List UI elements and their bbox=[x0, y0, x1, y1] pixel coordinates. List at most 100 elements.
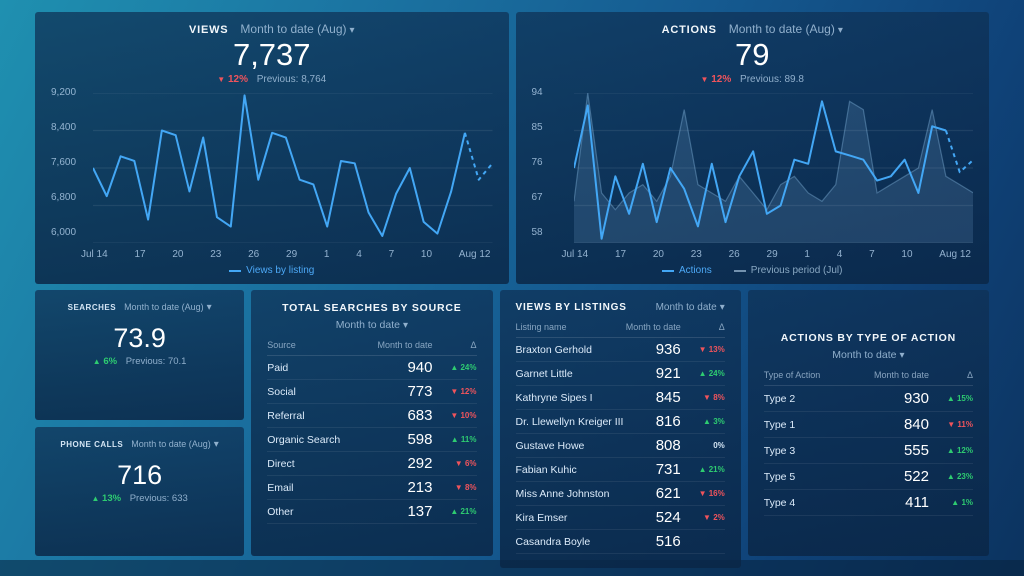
actions-by-type-table: Type 2 930 ▲ 15% Type 1 840 ▼ 11% Type 3 555 ▲ 1… bbox=[763, 386, 973, 516]
row-label: Direct bbox=[267, 457, 295, 470]
row-label: Kathryne Sipes I bbox=[515, 391, 593, 404]
phone-calls-period-dropdown[interactable]: Month to date (Aug) ▾ bbox=[131, 438, 219, 450]
table-row[interactable]: Kira Emser 524 ▼ 2% bbox=[515, 506, 725, 530]
views-delta-row: ▼ 12% Previous: 8,764 bbox=[51, 74, 493, 85]
y-axis-label: 67 bbox=[531, 192, 543, 203]
row-label: Social bbox=[267, 385, 296, 398]
row-label: Paid bbox=[267, 361, 289, 374]
row-value: 930 bbox=[903, 390, 929, 407]
searches-by-source-period-dropdown[interactable]: Month to date ▾ bbox=[335, 319, 408, 331]
legend-item-views-by-listing[interactable]: Views by listing bbox=[229, 265, 314, 276]
table-row[interactable]: Social 773 ▼ 12% bbox=[267, 380, 477, 404]
column-header-month-to-date: Month to date bbox=[625, 322, 681, 332]
views-card: VIEWS Month to date (Aug) ▾ 7,737 ▼ 12% P… bbox=[35, 12, 509, 284]
x-axis-label: 4 bbox=[836, 249, 843, 260]
table-row[interactable]: Organic Search 598 ▲ 11% bbox=[267, 428, 477, 452]
table-row[interactable]: Direct 292 ▼ 6% bbox=[267, 452, 477, 476]
phone-calls-value: 716 bbox=[117, 459, 163, 490]
metric-column: SEARCHES Month to date (Aug) ▾ 73.9 ▲ 6% … bbox=[35, 290, 245, 556]
actions-card: ACTIONS Month to date (Aug) ▾ 79 ▼ 12% Pr… bbox=[515, 12, 989, 284]
bottom-strip bbox=[0, 560, 1024, 576]
table-row[interactable]: Fabian Kuhic 731 ▲ 21% bbox=[515, 458, 725, 482]
up-arrow-icon: ▲ bbox=[91, 493, 100, 503]
phone-calls-card: PHONE CALLS Month to date (Aug) ▾ 716 ▲ 1… bbox=[35, 426, 245, 556]
row-label: Organic Search bbox=[267, 433, 341, 446]
row-delta: ▲ 24% bbox=[698, 369, 725, 378]
table-row[interactable]: Type 2 930 ▲ 15% bbox=[763, 386, 973, 412]
table-row[interactable]: Kathryne Sipes I 845 ▼ 8% bbox=[515, 386, 725, 410]
series-line bbox=[93, 95, 465, 236]
views-by-listings-period-dropdown[interactable]: Month to date ▾ bbox=[655, 302, 725, 313]
table-row[interactable]: Miss Anne Johnston 621 ▼ 16% bbox=[515, 482, 725, 506]
column-header-delta: Δ bbox=[718, 322, 725, 332]
column-header-delta: Δ bbox=[966, 370, 973, 380]
table-row[interactable]: Type 4 411 ▲ 1% bbox=[763, 490, 973, 516]
actions-legend: Actions Previous period (Jul) bbox=[532, 265, 974, 276]
x-axis-label: 26 bbox=[248, 249, 260, 260]
actions-card-header: ACTIONS Month to date (Aug) ▾ bbox=[532, 22, 974, 36]
x-axis-label: 29 bbox=[286, 249, 298, 260]
views-title: VIEWS bbox=[188, 24, 229, 36]
table-row[interactable]: Email 213 ▼ 8% bbox=[267, 476, 477, 500]
table-row[interactable]: Garnet Little 921 ▲ 24% bbox=[515, 362, 725, 386]
table-row[interactable]: Referral 683 ▼ 10% bbox=[267, 404, 477, 428]
actions-value: 79 bbox=[735, 37, 770, 72]
series-dash-icon bbox=[733, 269, 746, 272]
legend-item-actions[interactable]: Actions bbox=[661, 265, 712, 276]
actions-period-dropdown[interactable]: Month to date (Aug) ▾ bbox=[728, 22, 843, 36]
x-axis-label: 29 bbox=[766, 249, 778, 260]
actions-delta: ▼ 12% bbox=[700, 74, 732, 85]
row-delta: ▲ 15% bbox=[946, 394, 973, 403]
row-label: Type 1 bbox=[763, 418, 796, 431]
table-row[interactable]: Type 1 840 ▼ 11% bbox=[763, 412, 973, 438]
row-value: 522 bbox=[903, 468, 929, 485]
row-value: 845 bbox=[655, 389, 681, 406]
row-delta: ▲ 1% bbox=[951, 498, 973, 507]
views-period-dropdown[interactable]: Month to date (Aug) ▾ bbox=[240, 22, 355, 36]
table-row[interactable]: Braxton Gerhold 936 ▼ 13% bbox=[515, 338, 725, 362]
row-value: 598 bbox=[407, 431, 433, 448]
searches-by-source-card: TOTAL SEARCHES BY SOURCE Month to date ▾ … bbox=[251, 290, 493, 556]
actions-title: ACTIONS bbox=[661, 24, 717, 36]
table-row[interactable]: Type 3 555 ▲ 12% bbox=[763, 438, 973, 464]
row-delta: 0% bbox=[713, 441, 725, 450]
row-label: Casandra Boyle bbox=[515, 535, 591, 548]
views-by-listings-card: VIEWS BY LISTINGS Month to date ▾ Listing… bbox=[499, 290, 741, 568]
table-row[interactable]: Gustave Howe 808 0% bbox=[515, 434, 725, 458]
views-value: 7,737 bbox=[232, 37, 311, 72]
views-chart: 9,200 8,400 7,600 6,800 6,000 bbox=[51, 88, 493, 243]
table-row[interactable]: Other 137 ▲ 21% bbox=[267, 500, 477, 524]
table-row[interactable]: Casandra Boyle 516 bbox=[515, 530, 725, 554]
searches-delta: ▲ 6% bbox=[92, 356, 118, 367]
actions-by-type-period-dropdown[interactable]: Month to date ▾ bbox=[832, 349, 905, 361]
column-header-delta: Δ bbox=[470, 340, 477, 350]
row-delta: ▲ 24% bbox=[450, 363, 477, 372]
x-axis-label: 20 bbox=[172, 249, 184, 260]
table-header: Listing name Month to date Δ bbox=[515, 313, 725, 338]
searches-by-source-table: Paid 940 ▲ 24% Social 773 ▼ 12% Referral 683 ▼ 1… bbox=[267, 356, 477, 524]
row-delta: ▼ 6% bbox=[454, 459, 477, 468]
phone-calls-title: PHONE CALLS bbox=[60, 439, 124, 449]
row-delta: ▼ 8% bbox=[703, 393, 725, 402]
row-value: 621 bbox=[655, 485, 681, 502]
x-axis-label: 26 bbox=[728, 249, 740, 260]
row-delta: ▲ 3% bbox=[703, 417, 725, 426]
row-delta: ▲ 21% bbox=[450, 507, 477, 516]
row-label: Type 5 bbox=[763, 470, 796, 483]
column-header-month-to-date: Month to date bbox=[873, 370, 929, 380]
legend-item-previous-period[interactable]: Previous period (Jul) bbox=[733, 265, 843, 276]
down-arrow-icon: ▼ bbox=[700, 75, 709, 84]
top-row: VIEWS Month to date (Aug) ▾ 7,737 ▼ 12% P… bbox=[35, 12, 989, 284]
y-axis-label: 7,600 bbox=[51, 157, 77, 168]
series-dash-icon bbox=[229, 269, 242, 272]
row-label: Dr. Llewellyn Kreiger III bbox=[515, 415, 624, 428]
table-row[interactable]: Paid 940 ▲ 24% bbox=[267, 356, 477, 380]
searches-period-dropdown[interactable]: Month to date (Aug) ▾ bbox=[124, 302, 212, 313]
row-value: 731 bbox=[655, 461, 681, 478]
row-label: Braxton Gerhold bbox=[515, 343, 592, 356]
actions-by-type-card: ACTIONS BY TYPE OF ACTION Month to date ▾… bbox=[747, 290, 989, 556]
searches-by-source-title: TOTAL SEARCHES BY SOURCE bbox=[282, 302, 462, 314]
table-row[interactable]: Type 5 522 ▲ 23% bbox=[763, 464, 973, 490]
table-row[interactable]: Dr. Llewellyn Kreiger III 816 ▲ 3% bbox=[515, 410, 725, 434]
